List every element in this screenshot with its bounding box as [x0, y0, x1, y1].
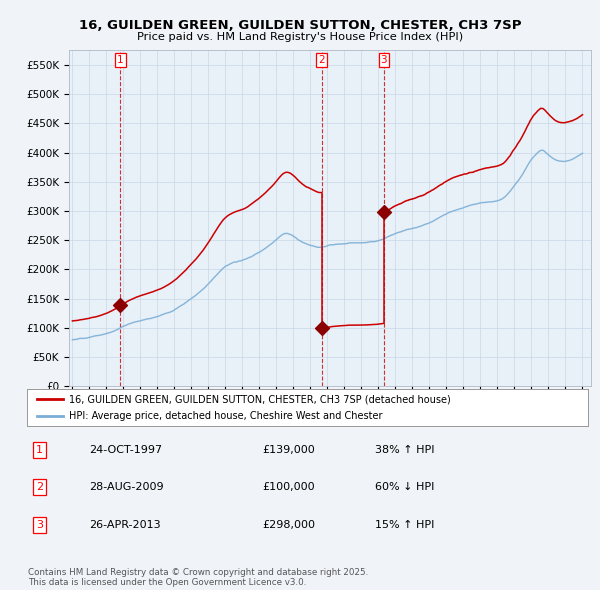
- Point: [116, 300, 125, 310]
- Text: Price paid vs. HM Land Registry's House Price Index (HPI): Price paid vs. HM Land Registry's House …: [137, 32, 463, 42]
- Text: 24-OCT-1997: 24-OCT-1997: [89, 445, 162, 455]
- Text: 3: 3: [380, 55, 387, 65]
- Text: 16, GUILDEN GREEN, GUILDEN SUTTON, CHESTER, CH3 7SP (detached house): 16, GUILDEN GREEN, GUILDEN SUTTON, CHEST…: [69, 394, 451, 404]
- Point: [379, 208, 389, 217]
- Point: [317, 323, 326, 333]
- Text: 1: 1: [117, 55, 124, 65]
- Text: 60% ↓ HPI: 60% ↓ HPI: [375, 483, 434, 492]
- Text: 16, GUILDEN GREEN, GUILDEN SUTTON, CHESTER, CH3 7SP: 16, GUILDEN GREEN, GUILDEN SUTTON, CHEST…: [79, 19, 521, 32]
- Text: 3: 3: [36, 520, 43, 530]
- Text: £139,000: £139,000: [263, 445, 316, 455]
- Text: 28-AUG-2009: 28-AUG-2009: [89, 483, 163, 492]
- Text: 1: 1: [36, 445, 43, 455]
- Text: 38% ↑ HPI: 38% ↑ HPI: [375, 445, 434, 455]
- Text: 2: 2: [319, 55, 325, 65]
- Text: Contains HM Land Registry data © Crown copyright and database right 2025.
This d: Contains HM Land Registry data © Crown c…: [28, 568, 368, 587]
- Text: £298,000: £298,000: [263, 520, 316, 530]
- Text: HPI: Average price, detached house, Cheshire West and Chester: HPI: Average price, detached house, Ches…: [69, 411, 383, 421]
- Text: 2: 2: [36, 483, 43, 492]
- Text: 26-APR-2013: 26-APR-2013: [89, 520, 160, 530]
- Text: £100,000: £100,000: [263, 483, 315, 492]
- Text: 15% ↑ HPI: 15% ↑ HPI: [375, 520, 434, 530]
